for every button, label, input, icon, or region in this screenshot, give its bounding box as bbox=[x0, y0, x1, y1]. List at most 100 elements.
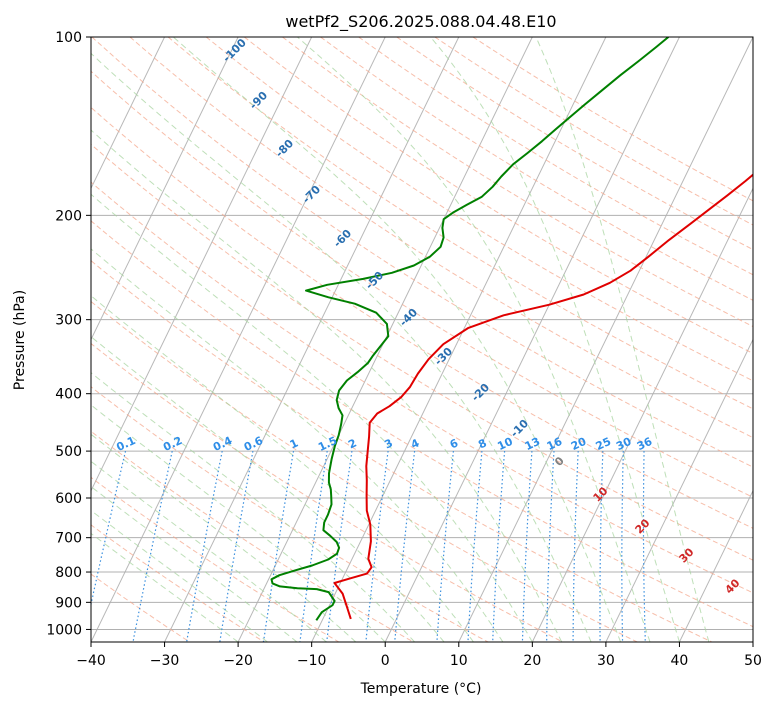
dry-adiabat-line bbox=[91, 573, 190, 642]
dry-adiabat-label: -20 bbox=[469, 381, 492, 404]
dry-adiabat-line bbox=[91, 476, 340, 642]
dry-adiabat-line bbox=[91, 430, 414, 642]
temperature-profile-line bbox=[333, 173, 753, 620]
dry-adiabat-label: 40 bbox=[723, 576, 743, 596]
x-tick-label: −40 bbox=[76, 653, 106, 669]
isotherm-line bbox=[384, 37, 680, 642]
mixing-ratio-lines bbox=[91, 450, 646, 642]
dry-adiabat-line bbox=[91, 181, 753, 594]
moist-adiabat-line bbox=[91, 193, 533, 642]
mixing-ratio-label: 8 bbox=[476, 436, 488, 451]
moist-adiabat-lines bbox=[91, 37, 710, 642]
moist-adiabat-line bbox=[535, 37, 710, 642]
mixing-ratio-line bbox=[621, 451, 624, 642]
x-tick-label: 30 bbox=[597, 653, 615, 669]
dry-adiabat-line bbox=[129, 37, 753, 439]
dry-adiabat-lines bbox=[91, 37, 753, 642]
y-tick-label: 100 bbox=[55, 30, 82, 46]
isotherm-line bbox=[678, 489, 753, 642]
dry-adiabat-line bbox=[91, 106, 753, 529]
x-tick-label: 10 bbox=[450, 653, 468, 669]
mixing-ratio-label: 16 bbox=[545, 435, 565, 453]
y-tick-label: 900 bbox=[55, 595, 82, 611]
moist-adiabat-line bbox=[91, 248, 504, 642]
x-tick-label: 50 bbox=[744, 653, 762, 669]
dry-adiabat-line bbox=[167, 37, 753, 410]
dry-adiabat-line bbox=[91, 260, 713, 642]
x-tick-label: 20 bbox=[523, 653, 541, 669]
mixing-ratio-label: 1 bbox=[288, 436, 300, 451]
mixing-ratio-line bbox=[326, 451, 353, 642]
plot-frame bbox=[90, 36, 754, 643]
moist-adiabat-line bbox=[91, 52, 592, 642]
mixing-ratio-line bbox=[546, 451, 555, 642]
dry-adiabat-label: -30 bbox=[432, 345, 455, 368]
y-tick-label: 700 bbox=[55, 531, 82, 547]
dry-adiabat-label: 20 bbox=[633, 516, 653, 536]
dry-adiabat-line bbox=[91, 524, 265, 642]
mixing-ratio-line bbox=[599, 451, 604, 642]
dry-adiabat-line bbox=[91, 386, 489, 642]
x-axis-label: Temperature (°C) bbox=[360, 681, 482, 697]
dry-adiabat-line bbox=[91, 70, 753, 498]
mixing-ratio-label: 3 bbox=[382, 436, 394, 451]
dewpoint-profile-line bbox=[270, 37, 670, 621]
mixing-ratio-label: 30 bbox=[614, 435, 634, 453]
dry-adiabat-label: -80 bbox=[273, 137, 296, 160]
dry-adiabat-label: -90 bbox=[247, 89, 270, 112]
mixing-ratio-label: 13 bbox=[523, 435, 542, 453]
moist-adiabat-line bbox=[91, 295, 474, 642]
isotherm-line bbox=[91, 37, 239, 341]
dry-adiabat-line bbox=[91, 143, 753, 561]
isotherm-line bbox=[752, 640, 753, 642]
x-tick-label: −10 bbox=[297, 653, 327, 669]
isotherm-line bbox=[531, 187, 753, 642]
mixing-ratio-label: 20 bbox=[569, 435, 589, 453]
dry-adiabat-line bbox=[243, 37, 753, 354]
dry-adiabat-line bbox=[472, 37, 753, 202]
mixing-ratio-line bbox=[642, 451, 646, 642]
y-tick-label: 500 bbox=[55, 444, 82, 460]
mixing-ratio-line bbox=[467, 451, 483, 642]
moist-adiabat-line bbox=[430, 37, 680, 642]
moist-adiabat-line bbox=[172, 37, 622, 642]
moist-adiabat-line bbox=[91, 129, 563, 642]
mixing-ratio-line bbox=[262, 450, 295, 642]
x-axis-ticks: −40 −30 −20 −10 0 10 20 30 40 50 bbox=[76, 642, 762, 669]
mixing-ratio-label: 6 bbox=[448, 436, 461, 451]
chart-title: wetPf2_S206.2025.088.04.48.E10 bbox=[285, 12, 556, 32]
mixing-ratio-line bbox=[186, 450, 223, 642]
x-tick-label: −20 bbox=[223, 653, 253, 669]
isotherm-line bbox=[458, 37, 753, 642]
plot-area: 0.1 0.2 0.4 0.6 1 1.5 2 3 4 6 8 10 13 16 20 25 30 36-100-… bbox=[91, 37, 753, 642]
isotherm-line bbox=[164, 37, 460, 642]
moist-adiabat-line bbox=[91, 404, 386, 642]
isotherm-lines bbox=[91, 37, 753, 642]
isotherm-line bbox=[91, 37, 166, 190]
moist-adiabat-line bbox=[91, 509, 268, 642]
y-tick-label: 400 bbox=[55, 387, 82, 403]
dry-adiabat-label: -60 bbox=[331, 227, 354, 250]
mixing-ratio-line bbox=[394, 451, 416, 642]
moist-adiabat-line bbox=[91, 460, 327, 642]
moist-adiabat-line bbox=[91, 433, 357, 642]
moist-adiabat-line bbox=[91, 485, 298, 642]
y-tick-label: 200 bbox=[55, 208, 82, 224]
dry-adiabat-label: -50 bbox=[363, 269, 386, 292]
dry-adiabat-line bbox=[91, 342, 563, 642]
mixing-ratio-line bbox=[492, 451, 506, 642]
dry-adiabat-line bbox=[91, 300, 638, 642]
y-tick-label: 300 bbox=[55, 313, 82, 329]
dry-adiabat-label: -10 bbox=[508, 417, 531, 440]
dry-adiabat-line bbox=[396, 37, 753, 251]
background-line-labels: 0.1 0.2 0.4 0.6 1 1.5 2 3 4 6 8 10 13 16 20 25 30 36-100-… bbox=[114, 37, 743, 597]
isotherm-line bbox=[605, 338, 753, 642]
profile-series bbox=[270, 37, 753, 621]
y-tick-label: 600 bbox=[55, 491, 82, 507]
dry-adiabat-line bbox=[91, 220, 753, 628]
y-axis-label: Pressure (hPa) bbox=[12, 290, 28, 390]
mixing-ratio-label: 36 bbox=[635, 435, 655, 453]
mixing-ratio-label: 25 bbox=[594, 435, 613, 453]
y-tick-label: 800 bbox=[55, 565, 82, 581]
